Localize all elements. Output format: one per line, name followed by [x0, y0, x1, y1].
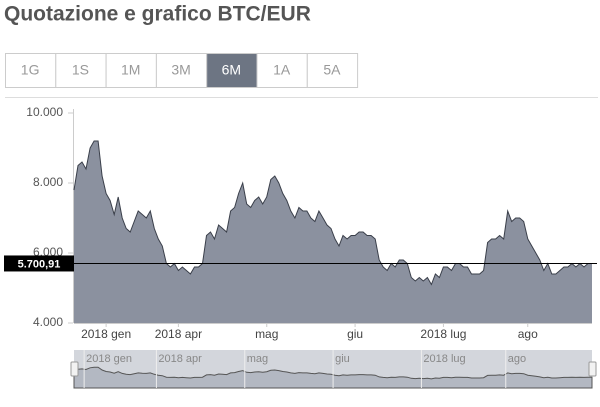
tab-label[interactable]: 1A: [273, 62, 291, 78]
tab-bar: 1G 1S 1M 3M 6M 1A 5A: [5, 53, 359, 88]
x-tick-label: 2018 lug: [420, 327, 466, 341]
navigator-label: ago: [508, 353, 526, 365]
last-price-label: 5.700,91: [18, 258, 61, 270]
navigator-label: 2018 gen: [86, 353, 132, 365]
price-area: [74, 141, 592, 323]
y-tick-label: 8.000: [33, 175, 63, 189]
navigator-label: mag: [247, 353, 268, 365]
tab-button[interactable]: [256, 53, 308, 88]
navigator-label: 2018 lug: [423, 353, 465, 365]
tab-label[interactable]: 1S: [72, 62, 89, 78]
tab-label[interactable]: 3M: [171, 62, 190, 78]
tab-label[interactable]: 5A: [323, 62, 341, 78]
tab-button[interactable]: [5, 53, 57, 88]
tab-button[interactable]: [306, 53, 359, 88]
tab-button[interactable]: [55, 53, 107, 88]
last-price-box: [4, 255, 74, 272]
navigator-handle[interactable]: [588, 361, 597, 377]
tab-label[interactable]: 6M: [222, 62, 241, 78]
price-line: [73, 140, 592, 286]
page-title: Quotazione e grafico BTC/EUR: [4, 3, 311, 26]
tab-label[interactable]: 1G: [21, 62, 40, 78]
x-tick-label: 2018 gen: [81, 327, 131, 341]
navigator-handle[interactable]: [70, 361, 79, 377]
x-tick-label: ago: [518, 327, 538, 341]
y-tick-label: 4.000: [33, 315, 63, 329]
navigator-label: 2018 apr: [158, 353, 202, 365]
x-tick-label: 2018 apr: [155, 327, 202, 341]
x-tick-label: giu: [347, 327, 363, 341]
tab-label[interactable]: 1M: [121, 62, 140, 78]
navigator-label: giu: [335, 353, 350, 365]
y-tick-label: 10.000: [26, 105, 63, 119]
navigator: 2018 gen 2018 apr mag giu 2018 lug ago: [70, 350, 597, 389]
x-tick-label: mag: [255, 327, 278, 341]
tab-button[interactable]: [206, 53, 258, 88]
tab-button[interactable]: [105, 53, 157, 88]
